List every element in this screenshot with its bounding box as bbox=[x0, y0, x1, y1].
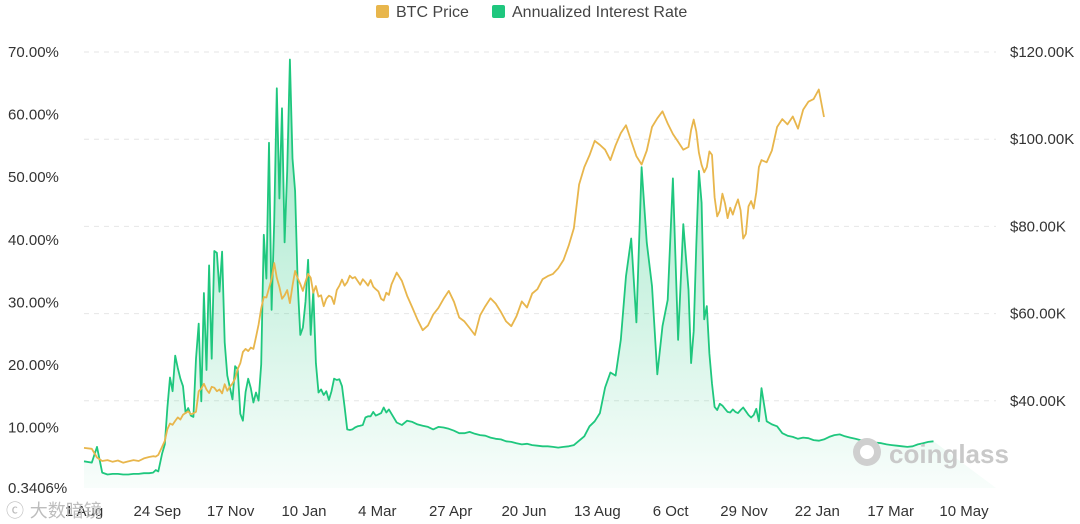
x-axis: 1 Aug 24 Sep 17 Nov 10 Jan 4 Mar 27 Apr 20 Jun… bbox=[65, 503, 989, 520]
left-tick-label: 0.3406% bbox=[8, 480, 67, 497]
left-tick-label: 40.00% bbox=[8, 232, 59, 249]
legend[interactable]: BTC Price Annualized Interest Rate bbox=[376, 4, 687, 21]
right-tick-label: $120.00K bbox=[1010, 44, 1074, 61]
right-tick-label: $60.00K bbox=[1010, 306, 1066, 323]
right-tick-label: $40.00K bbox=[1010, 393, 1066, 410]
x-tick-label: 4 Mar bbox=[358, 503, 396, 520]
interest-rate-line[interactable] bbox=[83, 58, 934, 476]
x-tick-label: 24 Sep bbox=[134, 503, 182, 520]
x-tick-label: 10 Jan bbox=[281, 503, 326, 520]
x-tick-label: 20 Jun bbox=[501, 503, 546, 520]
source-watermark-text: ⓒ 大数暗镜 bbox=[6, 501, 102, 522]
left-axis: 0.3406% 10.00% 20.00% 30.00% 40.00% 50.00% 60.… bbox=[8, 44, 67, 497]
legend-label-interest-rate[interactable]: Annualized Interest Rate bbox=[512, 4, 687, 21]
x-tick-label: 27 Apr bbox=[429, 503, 472, 520]
left-tick-label: 30.00% bbox=[8, 294, 59, 311]
x-tick-label: 22 Jan bbox=[795, 503, 840, 520]
x-tick-label: 10 May bbox=[939, 503, 989, 520]
right-tick-label: $100.00K bbox=[1010, 131, 1074, 148]
x-tick-label: 17 Mar bbox=[867, 503, 914, 520]
coinglass-watermark-text: coinglass bbox=[889, 439, 1009, 469]
legend-swatch-btc-price[interactable] bbox=[376, 5, 389, 18]
left-tick-label: 70.00% bbox=[8, 44, 59, 61]
x-tick-label: 1 Aug bbox=[65, 503, 103, 520]
left-tick-label: 50.00% bbox=[8, 169, 59, 186]
right-axis: $40.00K $60.00K $80.00K $100.00K $120.00K bbox=[1010, 44, 1074, 410]
x-tick-label: 17 Nov bbox=[207, 503, 255, 520]
x-tick-label: 13 Aug bbox=[574, 503, 621, 520]
left-tick-label: 60.00% bbox=[8, 107, 59, 124]
x-tick-label: 29 Nov bbox=[720, 503, 768, 520]
coinglass-watermark: coinglass bbox=[853, 438, 1009, 469]
interest-rate-area bbox=[84, 59, 996, 488]
x-tick-label: 6 Oct bbox=[653, 503, 690, 520]
btc-price-line[interactable] bbox=[83, 88, 825, 464]
left-tick-label: 20.00% bbox=[8, 357, 59, 374]
right-tick-label: $80.00K bbox=[1010, 218, 1066, 235]
legend-label-btc-price[interactable]: BTC Price bbox=[396, 4, 469, 21]
left-tick-label: 10.00% bbox=[8, 420, 59, 437]
legend-swatch-interest-rate[interactable] bbox=[492, 5, 505, 18]
